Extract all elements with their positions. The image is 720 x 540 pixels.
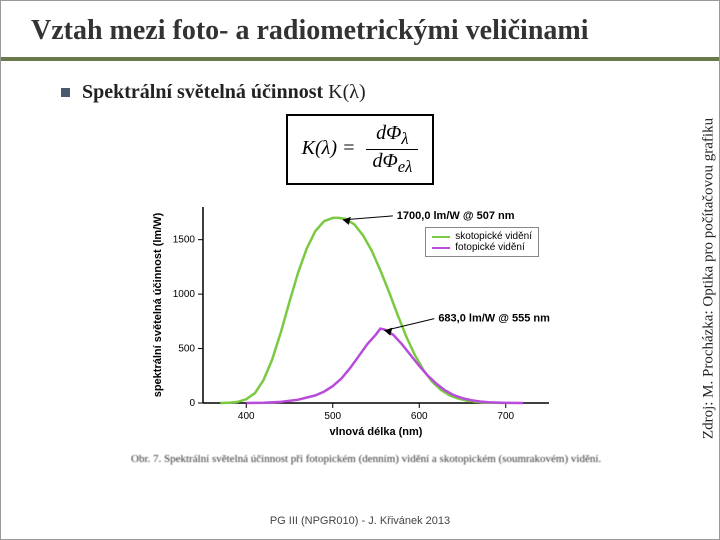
- legend-item: fotopické vidění: [432, 242, 532, 253]
- source-credit: Zdroj: M. Procházka: Optika pro počítačo…: [701, 118, 718, 439]
- bullet-text: Spektrální světelná účinnost K(λ): [82, 81, 366, 104]
- chart-legend: skotopické viděnífotopické vidění: [425, 227, 539, 257]
- formula-fraction: dΦλ dΦeλ: [366, 122, 418, 177]
- formula-numerator: dΦλ: [366, 122, 418, 150]
- formula: K(λ) = dΦλ dΦeλ: [286, 114, 435, 185]
- legend-color-icon: [432, 236, 450, 238]
- svg-text:683,0 lm/W @ 555 nm: 683,0 lm/W @ 555 nm: [438, 313, 550, 325]
- bullet-bold: Spektrální světelná účinnost: [82, 81, 323, 103]
- svg-text:1000: 1000: [173, 289, 196, 300]
- svg-text:1700,0 lm/W @ 507 nm: 1700,0 lm/W @ 507 nm: [397, 210, 515, 222]
- legend-label: skotopické vidění: [455, 231, 532, 242]
- svg-text:500: 500: [324, 411, 341, 422]
- legend-color-icon: [432, 247, 450, 249]
- svg-text:spektrální světelná účinnost (: spektrální světelná účinnost (lm/W): [152, 213, 164, 398]
- legend-item: skotopické vidění: [432, 231, 532, 242]
- content-area: Spektrální světelná účinnost K(λ) K(λ) =…: [1, 61, 719, 465]
- bullet-item: Spektrální světelná účinnost K(λ): [61, 81, 659, 104]
- svg-text:0: 0: [189, 398, 195, 409]
- slide-title: Vztah mezi foto- a radiometrickými velič…: [31, 15, 689, 47]
- bullet-func: K(λ): [323, 81, 365, 103]
- luminous-efficiency-chart: 400 500 600 700 0 500 1000 1500 vlnová délka (nm…: [145, 189, 575, 449]
- bullet-icon: [61, 88, 70, 97]
- svg-text:600: 600: [411, 411, 428, 422]
- slide: Vztah mezi foto- a radiometrickými velič…: [0, 0, 720, 540]
- svg-text:vlnová délka (nm): vlnová délka (nm): [330, 426, 423, 438]
- formula-lhs: K(λ) =: [302, 137, 361, 159]
- figure-caption: Obr. 7. Spektrální světelná účinnost při…: [131, 453, 659, 465]
- slide-footer: PG III (NPGR010) - J. Křivánek 2013: [1, 515, 719, 527]
- svg-text:400: 400: [238, 411, 255, 422]
- svg-text:500: 500: [178, 344, 195, 355]
- legend-label: fotopické vidění: [455, 242, 525, 253]
- svg-text:700: 700: [497, 411, 514, 422]
- svg-text:1500: 1500: [173, 235, 196, 246]
- formula-denominator: dΦeλ: [366, 150, 418, 177]
- title-bar: Vztah mezi foto- a radiometrickými velič…: [1, 1, 719, 61]
